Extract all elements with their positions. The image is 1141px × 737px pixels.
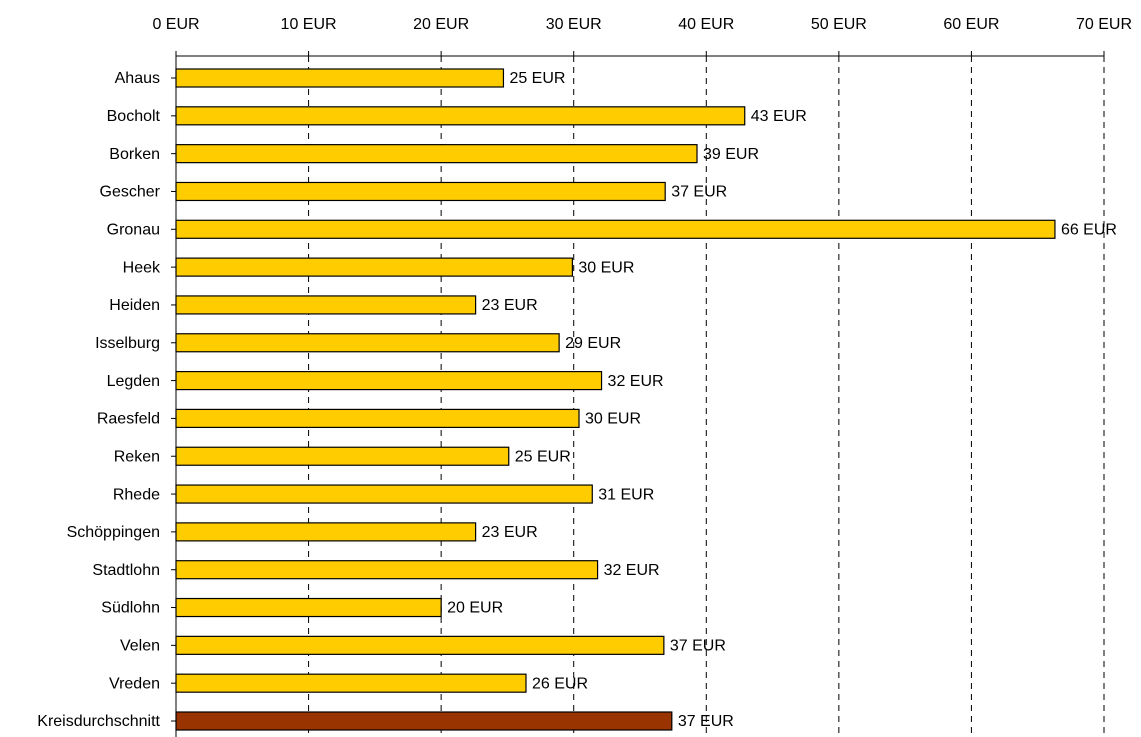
bar — [175, 597, 442, 618]
y-tick-label: Borken — [109, 146, 160, 163]
y-tick-label: Vreden — [109, 675, 160, 692]
bar — [175, 106, 746, 126]
x-tick-label: 10 EUR — [281, 16, 337, 33]
bar — [175, 560, 599, 580]
data-label: 29 EUR — [565, 335, 621, 352]
bar — [175, 144, 698, 164]
y-tick-label: Gronau — [107, 222, 160, 239]
y-tick-label: Bocholt — [107, 108, 161, 125]
y-tick-label: Legden — [107, 373, 160, 390]
bar — [175, 408, 580, 429]
data-label: 39 EUR — [703, 146, 759, 163]
bar — [175, 257, 573, 277]
bar — [175, 484, 593, 504]
data-label: 26 EUR — [532, 675, 588, 692]
data-label: 43 EUR — [751, 108, 807, 125]
x-tick-label: 30 EUR — [546, 16, 602, 33]
data-label: 31 EUR — [598, 486, 654, 503]
bar — [175, 446, 510, 466]
y-tick-label: Isselburg — [95, 335, 160, 352]
y-tick-label: Stadtlohn — [92, 562, 160, 579]
data-label: 37 EUR — [671, 184, 727, 201]
y-tick-label: Rhede — [113, 486, 160, 503]
x-tick-label: 60 EUR — [943, 16, 999, 33]
y-tick-label: Heek — [123, 259, 161, 276]
bar — [175, 673, 527, 693]
data-label: 32 EUR — [604, 562, 660, 579]
y-tick-label: Schöppingen — [67, 524, 160, 541]
y-tick-label: Gescher — [100, 184, 161, 201]
data-label: 32 EUR — [608, 373, 664, 390]
data-label: 23 EUR — [482, 524, 538, 541]
bar — [175, 333, 560, 353]
data-label: 30 EUR — [585, 411, 641, 428]
bar — [175, 68, 505, 88]
data-label: 23 EUR — [482, 297, 538, 314]
x-tick-label: 70 EUR — [1076, 16, 1132, 33]
x-tick-label: 20 EUR — [413, 16, 469, 33]
x-tick-label: 0 EUR — [152, 16, 199, 33]
bar — [175, 181, 666, 202]
data-label: 30 EUR — [578, 259, 634, 276]
bar — [175, 219, 1056, 239]
bar — [175, 711, 673, 731]
bar — [175, 522, 477, 542]
y-tick-label: Reken — [114, 448, 160, 465]
y-tick-label: Velen — [120, 638, 160, 655]
bar — [175, 635, 665, 655]
y-tick-label: Ahaus — [115, 70, 160, 87]
bar — [175, 370, 603, 391]
data-label: 37 EUR — [678, 713, 734, 730]
y-tick-label: Südlohn — [101, 600, 160, 617]
y-tick-label: Raesfeld — [97, 411, 160, 428]
data-label: 25 EUR — [515, 448, 571, 465]
x-tick-label: 40 EUR — [678, 16, 734, 33]
data-label: 20 EUR — [447, 600, 503, 617]
x-tick-label: 50 EUR — [811, 16, 867, 33]
y-tick-label: Heiden — [109, 297, 160, 314]
y-tick-label: Kreisdurchschnitt — [37, 713, 160, 730]
data-label: 25 EUR — [509, 70, 565, 87]
bar — [175, 295, 477, 315]
data-label: 37 EUR — [670, 638, 726, 655]
data-label: 66 EUR — [1061, 222, 1117, 239]
